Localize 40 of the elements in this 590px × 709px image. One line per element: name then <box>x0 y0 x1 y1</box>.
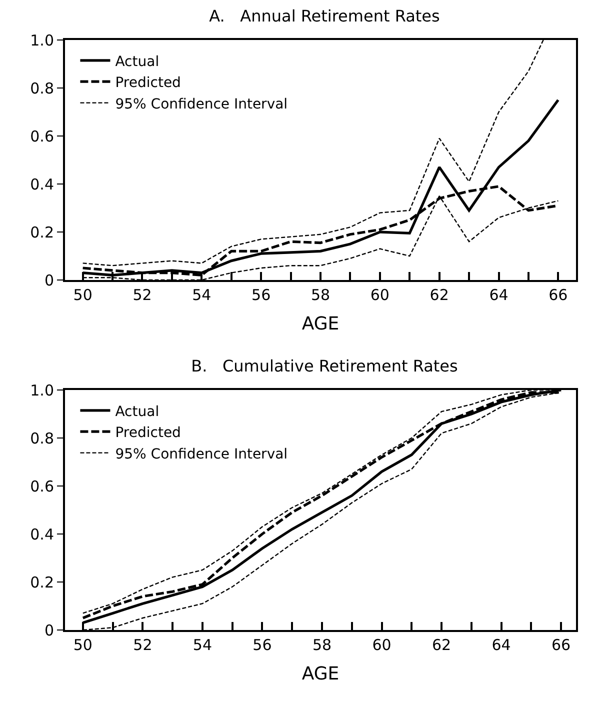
y-tick-label: 1.0 <box>30 31 54 50</box>
y-tick-label: 0.6 <box>30 127 54 146</box>
x-tick-label: 60 <box>372 636 392 654</box>
x-axis-title: AGE <box>302 314 340 335</box>
y-tick-label: 1.0 <box>30 381 54 400</box>
y-tick-label: 0 <box>44 271 54 290</box>
x-tick-label: 64 <box>489 286 508 304</box>
x-tick-label: 56 <box>252 286 271 304</box>
x-tick-label: 54 <box>192 286 212 304</box>
y-tick-label: 0.2 <box>30 223 54 242</box>
x-tick-label: 62 <box>432 636 452 654</box>
x-tick-label: 52 <box>133 636 152 654</box>
legend-label: Predicted <box>115 75 181 92</box>
x-tick-label: 58 <box>310 286 330 304</box>
x-tick-label: 66 <box>552 636 571 654</box>
x-tick-label: 66 <box>548 286 568 304</box>
y-tick-label: 0.4 <box>30 525 54 544</box>
y-tick-label: 0 <box>44 621 54 640</box>
x-tick-label: 64 <box>492 636 511 654</box>
y-tick-label: 0.8 <box>30 79 54 98</box>
x-tick-label: 52 <box>132 286 152 304</box>
x-axis-title: AGE <box>302 664 340 685</box>
chart-title: B. Cumulative Retirement Rates <box>191 356 458 376</box>
legend-label: 95% Confidence Interval <box>115 96 288 112</box>
legend-label: Actual <box>115 54 160 70</box>
y-tick-label: 0.6 <box>30 477 54 496</box>
y-tick-label: 0.4 <box>30 175 54 194</box>
legend-label: Predicted <box>115 425 181 442</box>
x-tick-label: 58 <box>312 636 332 654</box>
x-tick-label: 50 <box>73 286 92 304</box>
y-tick-label: 0.8 <box>30 429 54 448</box>
x-tick-label: 56 <box>252 636 272 654</box>
x-tick-label: 60 <box>370 286 390 304</box>
legend-label: 95% Confidence Interval <box>115 446 288 462</box>
x-tick-label: 62 <box>430 286 449 304</box>
x-tick-label: 54 <box>192 636 212 654</box>
x-tick-label: 50 <box>73 636 92 654</box>
chart-title: A. Annual Retirement Rates <box>209 6 440 26</box>
legend-label: Actual <box>115 404 160 420</box>
y-tick-label: 0.2 <box>30 573 54 592</box>
